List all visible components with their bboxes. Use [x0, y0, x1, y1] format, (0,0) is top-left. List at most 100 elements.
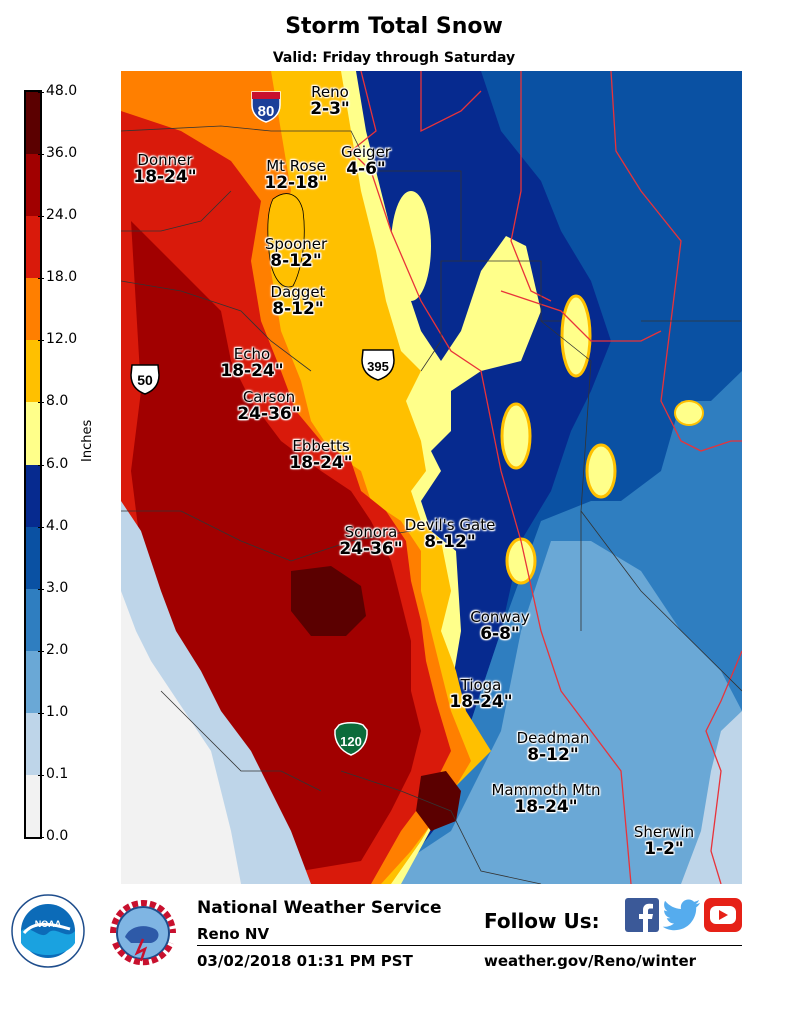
color-scale-bin: [26, 464, 40, 528]
noaa-logo: NOAA: [10, 893, 86, 973]
map-title: Storm Total Snow: [285, 14, 503, 39]
place-tioga: Tioga 18-24": [449, 678, 512, 711]
nws-logo: [103, 893, 183, 977]
twitter-icon[interactable]: [662, 898, 702, 936]
place-name: Echo: [233, 345, 271, 363]
footer-divider: [197, 945, 742, 946]
color-scale-bin: [26, 154, 40, 217]
place-carson: Carson 24-36": [237, 390, 300, 423]
place-name: Tioga: [460, 676, 502, 694]
color-scale-tick: [38, 588, 44, 590]
color-scale-tick: [38, 154, 44, 156]
map-subtitle: Valid: Friday through Saturday: [272, 50, 516, 66]
place-name: Geiger: [341, 143, 391, 161]
place-name: Donner: [137, 151, 193, 169]
place-name: Devil's Gate: [404, 516, 496, 534]
place-sonora: Sonora 24-36": [339, 525, 402, 558]
place-sherwin: Sherwin 1-2": [634, 825, 694, 858]
shield-number: 395: [367, 359, 389, 374]
color-scale-tick: [38, 712, 44, 714]
color-scale-tick-label: 1.0: [46, 703, 69, 720]
snow-amount: 18-24": [449, 692, 513, 712]
place-name: Dagget: [270, 283, 326, 301]
follow-us-label: Follow Us:: [484, 909, 600, 933]
contour-blob-6: [391, 191, 431, 301]
boundary-lines: [121, 71, 742, 884]
place-name: Reno: [311, 83, 349, 101]
us-50-shield-icon: 50: [129, 363, 161, 395]
place-devils-gate: Devil's Gate 8-12": [405, 518, 496, 551]
color-scale-tick: [38, 464, 44, 466]
place-name: Ebbetts: [292, 437, 350, 455]
place-name: Conway: [470, 608, 530, 626]
snow-amount: 24-36": [339, 539, 403, 559]
color-scale-bin: [26, 588, 40, 652]
org-name: National Weather Service: [197, 898, 442, 918]
place-name: Mammoth Mtn: [491, 781, 601, 799]
color-scale-bin: [26, 526, 40, 590]
place-spooner: Spooner 8-12": [265, 237, 327, 270]
contour-blob-1: [560, 294, 592, 378]
lake-tahoe: [267, 193, 305, 288]
color-scale-tick: [38, 837, 44, 838]
color-scale-tick-label: 0.1: [46, 765, 69, 782]
contour-blob-3: [500, 402, 532, 470]
shield-number: 50: [137, 372, 153, 388]
place-name: Sherwin: [633, 823, 695, 841]
color-scale-units: Inches: [80, 419, 95, 462]
color-scale-tick: [38, 278, 44, 280]
color-scale-tick: [38, 774, 44, 776]
snow-amount: 18-24": [289, 453, 353, 473]
color-scale-tick-label: 36.0: [46, 145, 78, 162]
color-scale-tick: [38, 650, 44, 652]
place-donner: Donner 18-24": [133, 153, 196, 186]
contour-blob-2: [585, 443, 617, 499]
snowfall-contours: [121, 71, 742, 884]
color-scale-tick-label: 3.0: [46, 579, 69, 596]
contour-0-0.1: [121, 591, 241, 884]
snow-amount: 8-12": [527, 745, 579, 765]
color-scale-bin: [26, 402, 40, 465]
color-scale-tick-label: 6.0: [46, 455, 69, 472]
color-scale-bin: [26, 216, 40, 279]
color-scale-tick: [38, 340, 44, 342]
snowfall-map: Reno 2-3" Donner 18-24" Mt Rose 12-18" G…: [121, 71, 742, 884]
place-name: Deadman: [516, 729, 590, 747]
color-scale-bin: [26, 712, 40, 776]
color-scale-tick-label: 2.0: [46, 641, 69, 658]
place-conway: Conway 6-8": [470, 610, 530, 643]
snow-amount: 1-2": [644, 839, 684, 859]
color-scale-bin: [26, 340, 40, 403]
snow-amount: 18-24": [514, 797, 578, 817]
svg-text:NOAA: NOAA: [35, 919, 62, 929]
color-scale-tick: [38, 216, 44, 218]
place-ebbetts: Ebbetts 18-24": [289, 439, 352, 472]
color-scale-bin: [26, 774, 40, 838]
snow-amount: 8-12": [272, 299, 324, 319]
interstate-80-shield-icon: 80: [249, 89, 283, 123]
color-scale-tick: [38, 526, 44, 528]
snow-amount: 24-36": [237, 404, 301, 424]
snow-amount: 8-12": [424, 532, 476, 552]
contour-blob-4: [505, 537, 537, 585]
youtube-icon[interactable]: [704, 898, 742, 936]
shield-number: 80: [258, 103, 275, 120]
color-scale-tick: [38, 402, 44, 404]
place-dagget: Dagget 8-12": [271, 285, 326, 318]
color-scale-tick-label: 0.0: [46, 828, 69, 844]
snow-amount: 4-6": [346, 159, 386, 179]
place-echo: Echo 18-24": [220, 347, 283, 380]
winter-url-link[interactable]: weather.gov/Reno/winter: [484, 952, 697, 970]
ca-120-shield-icon: 120: [333, 722, 369, 756]
place-name: Carson: [242, 388, 296, 406]
snow-amount: 2-3": [310, 99, 350, 119]
shield-number: 120: [340, 734, 362, 749]
place-reno: Reno 2-3": [310, 85, 350, 118]
facebook-icon[interactable]: [625, 898, 659, 936]
place-name: Sonora: [344, 523, 398, 541]
snow-amount: 18-24": [133, 167, 197, 187]
color-scale-tick-label: 4.0: [46, 517, 69, 534]
us-395-shield-icon: 395: [360, 348, 396, 382]
place-name: Mt Rose: [266, 157, 326, 175]
color-scale-tick-label: 8.0: [46, 393, 69, 410]
